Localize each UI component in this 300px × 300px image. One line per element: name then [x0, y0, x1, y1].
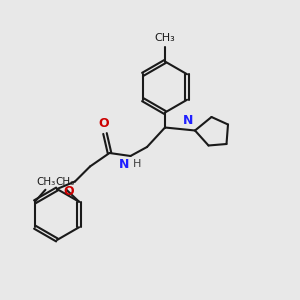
Text: CH₃: CH₃ [56, 177, 75, 187]
Text: H: H [133, 159, 141, 169]
Text: N: N [183, 115, 194, 128]
Text: CH₃: CH₃ [154, 33, 176, 43]
Text: CH₃: CH₃ [37, 177, 56, 187]
Text: O: O [98, 117, 109, 130]
Text: N: N [118, 158, 129, 170]
Text: O: O [63, 184, 74, 197]
